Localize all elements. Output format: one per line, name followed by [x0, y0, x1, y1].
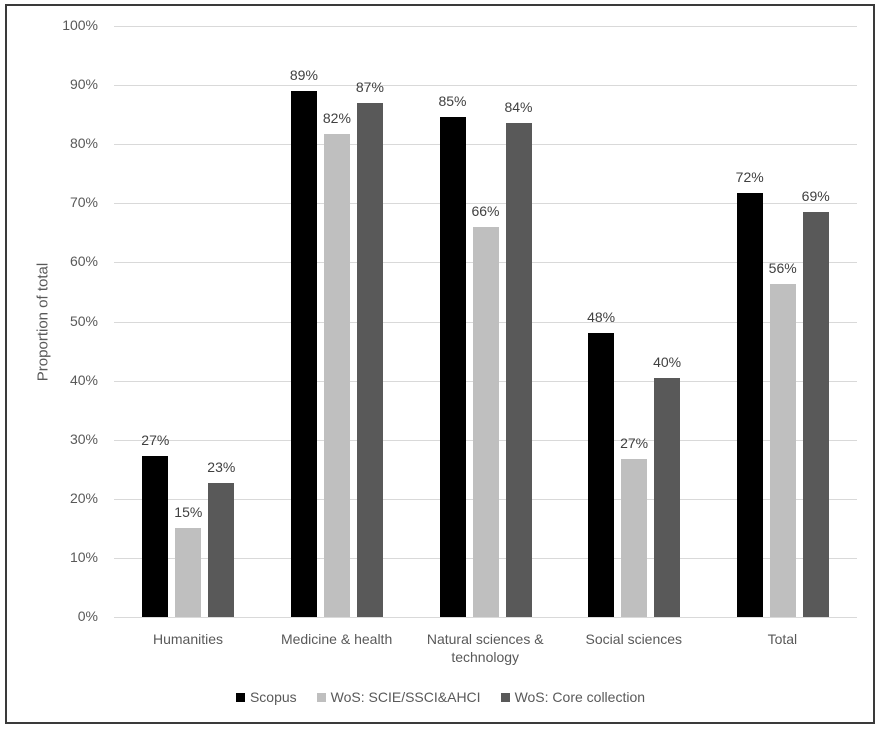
- legend-item: WoS: Core collection: [500, 689, 646, 705]
- x-category-label-line: Humanities: [152, 631, 224, 647]
- legend-label: WoS: SCIE/SSCI&AHCI: [330, 689, 481, 705]
- data-label: 23%: [207, 459, 236, 476]
- bar-scopus: [736, 193, 763, 617]
- data-label: 40%: [653, 354, 682, 371]
- legend: Scopus WoS: SCIE/SSCI&AHCI WoS: Core colle…: [0, 689, 881, 705]
- y-tick-label: 90%: [69, 76, 98, 93]
- x-category-label-line: Social sciences: [585, 631, 683, 647]
- x-category-label: Humanities: [114, 630, 262, 648]
- legend-swatch-icon: [500, 692, 510, 702]
- y-tick-label: 80%: [69, 135, 98, 152]
- y-tick-label: 30%: [69, 430, 98, 447]
- x-category-label-line: Natural sciences &: [426, 631, 544, 647]
- gridline: [114, 203, 857, 204]
- data-label: 15%: [174, 504, 203, 521]
- bar-wos-scie-ssci-ahci: [175, 528, 202, 617]
- x-category-label: Natural sciences & technology: [411, 630, 559, 666]
- legend-swatch-icon: [316, 692, 326, 702]
- legend-label: WoS: Core collection: [514, 689, 646, 705]
- data-label: 27%: [620, 435, 649, 452]
- gridline: [114, 85, 857, 86]
- x-category-label: Social sciences: [560, 630, 708, 648]
- data-label: 48%: [587, 309, 616, 326]
- bar-wos-core-collection: [356, 102, 383, 617]
- y-tick-label: 50%: [69, 312, 98, 329]
- data-label: 56%: [768, 260, 797, 277]
- bar-scopus: [142, 456, 169, 617]
- data-label: 84%: [504, 98, 533, 115]
- data-label: 87%: [355, 78, 384, 95]
- y-tick-label: 20%: [69, 489, 98, 506]
- data-label: 85%: [438, 93, 467, 109]
- bar-wos-core-collection: [208, 483, 235, 617]
- x-category-label-line: technology: [451, 649, 520, 665]
- data-label: 66%: [471, 202, 500, 219]
- data-label: 69%: [801, 187, 830, 204]
- legend-item: WoS: SCIE/SSCI&AHCI: [316, 689, 481, 705]
- bar-wos-scie-ssci-ahci: [621, 459, 648, 617]
- x-category-label-line: Medicine & health: [280, 631, 393, 647]
- y-tick-label: 10%: [69, 548, 98, 565]
- x-category-label-line: Total: [767, 631, 798, 647]
- bar-wos-scie-ssci-ahci: [323, 134, 350, 617]
- bar-scopus: [290, 91, 317, 617]
- x-category-label: Total: [708, 630, 856, 648]
- data-label: 89%: [289, 67, 318, 83]
- gridline: [114, 26, 857, 27]
- bar-wos-core-collection: [802, 211, 829, 617]
- x-axis-line: [114, 617, 857, 618]
- y-tick-label: 100%: [62, 17, 98, 33]
- y-tick-label: 40%: [69, 371, 98, 388]
- x-category-label: Medicine & health: [263, 630, 411, 648]
- legend-item: Scopus: [235, 689, 297, 705]
- legend-label: Scopus: [249, 689, 297, 705]
- data-label: 82%: [322, 110, 351, 127]
- bar-wos-core-collection: [654, 378, 681, 617]
- bar-wos-scie-ssci-ahci: [769, 284, 796, 617]
- y-tick-label: 60%: [69, 253, 98, 270]
- bar-scopus: [439, 117, 466, 617]
- bar-wos-scie-ssci-ahci: [472, 226, 499, 617]
- bar-wos-core-collection: [505, 122, 532, 617]
- y-tick-label: 0%: [77, 608, 98, 624]
- data-label: 72%: [735, 169, 764, 186]
- legend-swatch-icon: [235, 692, 245, 702]
- bar-scopus: [588, 333, 615, 617]
- gridline: [114, 144, 857, 145]
- data-label: 27%: [141, 432, 170, 449]
- y-tick-label: 70%: [69, 194, 98, 211]
